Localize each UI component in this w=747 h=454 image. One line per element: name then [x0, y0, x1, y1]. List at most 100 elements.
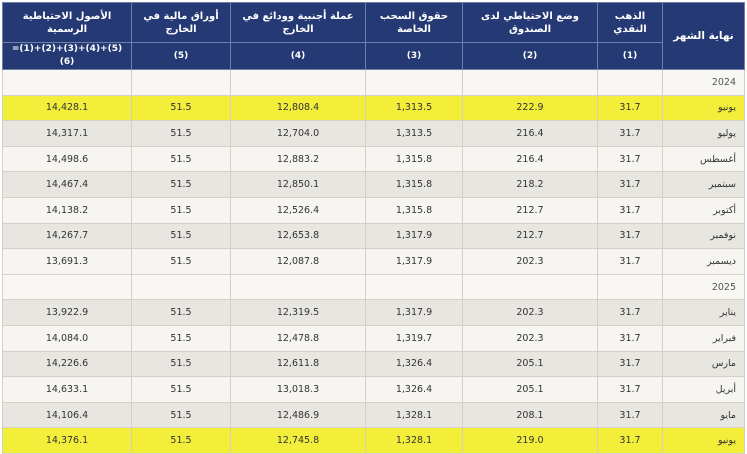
total-reserves-cell	[2, 69, 132, 96]
header-num-sdr: (3)	[365, 42, 463, 70]
table-row: أغسطس 31.7 216.4 1,315.8 12,883.2 51.5 14,498.…	[2, 145, 745, 173]
sdr-cell: 1,328.1	[365, 427, 463, 454]
month-cell: مارس	[662, 350, 745, 378]
header-num-gold: (1)	[597, 42, 663, 70]
fx-deposits-cell: 12,486.9	[230, 401, 366, 429]
securities-cell: 51.5	[131, 401, 231, 429]
total-reserves-cell: 14,138.2	[2, 196, 132, 224]
gold-cell: 31.7	[597, 324, 663, 352]
imf-position-cell: 205.1	[462, 376, 598, 403]
sdr-cell: 1,326.4	[365, 350, 463, 378]
gold-cell: 31.7	[597, 120, 663, 147]
header-num-sec: (5)	[131, 42, 231, 70]
fx-deposits-cell: 12,087.8	[230, 248, 366, 275]
month-cell: يونيو	[662, 427, 745, 454]
imf-position-cell	[462, 69, 598, 96]
total-reserves-cell: 14,376.1	[2, 427, 132, 454]
sdr-cell: 1,328.1	[365, 401, 463, 429]
table-row: يوليو 31.7 216.4 1,313.5 12,704.0 51.5 14,317.…	[2, 120, 745, 147]
header-num-imf: (2)	[462, 42, 598, 70]
securities-cell: 51.5	[131, 350, 231, 378]
sdr-cell	[365, 273, 463, 301]
gold-cell: 31.7	[597, 401, 663, 429]
fx-deposits-cell: 13,018.3	[230, 376, 366, 403]
securities-cell: 51.5	[131, 94, 231, 122]
gold-cell: 31.7	[597, 427, 663, 454]
table-row: ديسمبر 31.7 202.3 1,317.9 12,087.8 51.5 13,691…	[2, 248, 745, 275]
header-number-row: (1) (2) (3) (4) (5) (5)+(4)+(3)+(2)+(1)=…	[2, 42, 745, 70]
header-title-row: نهاية الشهر الذهب النقدي وضع الاحتياطي ل…	[2, 2, 745, 70]
month-cell: يناير	[662, 299, 745, 326]
fx-deposits-cell	[230, 69, 366, 96]
fx-deposits-cell: 12,808.4	[230, 94, 366, 122]
sdr-cell: 1,313.5	[365, 120, 463, 147]
fx-deposits-cell: 12,704.0	[230, 120, 366, 147]
header-sdr: حقوق السحب الخاصة	[365, 2, 463, 43]
header-num-fx: (4)	[230, 42, 366, 70]
imf-position-cell: 202.3	[462, 324, 598, 352]
total-reserves-cell: 14,498.6	[2, 145, 132, 173]
month-cell: سبتمبر	[662, 171, 745, 198]
securities-cell: 51.5	[131, 145, 231, 173]
securities-cell: 51.5	[131, 299, 231, 326]
month-cell: نوفمبر	[662, 222, 745, 250]
header-imf-position: وضع الاحتياطي لدى الصندوق	[462, 2, 598, 43]
total-reserves-cell: 14,106.4	[2, 401, 132, 429]
month-cell: مايو	[662, 401, 745, 429]
month-cell: أغسطس	[662, 145, 745, 173]
imf-position-cell: 218.2	[462, 171, 598, 198]
fx-deposits-cell: 12,319.5	[230, 299, 366, 326]
total-reserves-cell: 13,922.9	[2, 299, 132, 326]
table-row: مايو 31.7 208.1 1,328.1 12,486.9 51.5 14,106.4	[2, 401, 745, 429]
header-num-total: (5)+(4)+(3)+(2)+(1)=(6)	[2, 42, 132, 70]
imf-position-cell: 212.7	[462, 196, 598, 224]
table-row: نوفمبر 31.7 212.7 1,317.9 12,653.8 51.5 14,267…	[2, 222, 745, 250]
table-row: أكتوبر 31.7 212.7 1,315.8 12,526.4 51.5 14,138…	[2, 196, 745, 224]
gold-cell: 31.7	[597, 299, 663, 326]
gold-cell	[597, 69, 663, 96]
month-cell: أكتوبر	[662, 196, 745, 224]
securities-cell: 51.5	[131, 120, 231, 147]
table-header: نهاية الشهر الذهب النقدي وضع الاحتياطي ل…	[2, 2, 745, 70]
securities-cell	[131, 69, 231, 96]
fx-deposits-cell	[230, 273, 366, 301]
fx-deposits-cell: 12,745.8	[230, 427, 366, 454]
gold-cell: 31.7	[597, 376, 663, 403]
year-row: 2025	[2, 273, 745, 301]
header-fx-deposits: عملة أجنبية وودائع في الخارج	[230, 2, 366, 43]
securities-cell	[131, 273, 231, 301]
gold-cell: 31.7	[597, 171, 663, 198]
fx-deposits-cell: 12,478.8	[230, 324, 366, 352]
year-row: 2024	[2, 69, 745, 96]
securities-cell: 51.5	[131, 196, 231, 224]
imf-position-cell: 219.0	[462, 427, 598, 454]
imf-position-cell: 216.4	[462, 120, 598, 147]
securities-cell: 51.5	[131, 171, 231, 198]
month-cell: ديسمبر	[662, 248, 745, 275]
header-total: الأصول الاحتياطية الرسمية	[2, 2, 132, 43]
total-reserves-cell: 13,691.3	[2, 248, 132, 275]
imf-position-cell: 216.4	[462, 145, 598, 173]
table-row: سبتمبر 31.7 218.2 1,315.8 12,850.1 51.5 14,467…	[2, 171, 745, 198]
securities-cell: 51.5	[131, 248, 231, 275]
total-reserves-cell: 14,226.6	[2, 350, 132, 378]
fx-deposits-cell: 12,653.8	[230, 222, 366, 250]
total-reserves-cell: 14,267.7	[2, 222, 132, 250]
fx-deposits-cell: 12,611.8	[230, 350, 366, 378]
sdr-cell: 1,315.8	[365, 196, 463, 224]
imf-position-cell: 222.9	[462, 94, 598, 122]
imf-position-cell: 202.3	[462, 299, 598, 326]
imf-position-cell: 202.3	[462, 248, 598, 275]
imf-position-cell: 208.1	[462, 401, 598, 429]
total-reserves-cell	[2, 273, 132, 301]
sdr-cell: 1,317.9	[365, 222, 463, 250]
month-cell: أبريل	[662, 376, 745, 403]
table-row: يونيو 31.7 219.0 1,328.1 12,745.8 51.5 14,376.…	[2, 427, 745, 454]
securities-cell: 51.5	[131, 376, 231, 403]
month-cell: فبراير	[662, 324, 745, 352]
gold-cell: 31.7	[597, 145, 663, 173]
fx-deposits-cell: 12,526.4	[230, 196, 366, 224]
gold-cell: 31.7	[597, 248, 663, 275]
